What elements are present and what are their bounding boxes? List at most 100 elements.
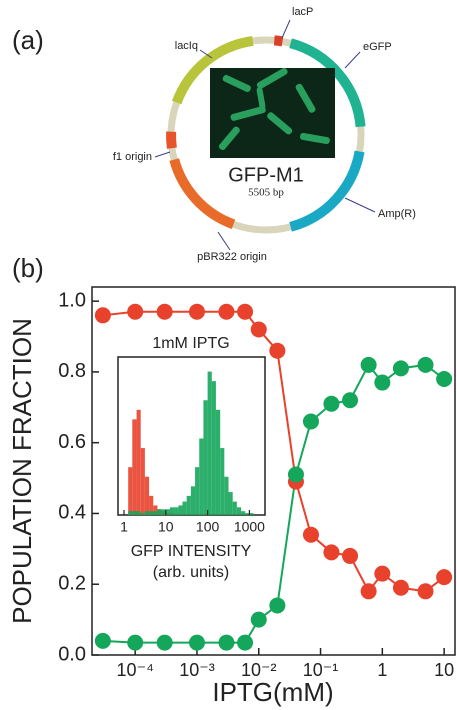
data-point — [127, 634, 144, 651]
hist-bar — [128, 511, 133, 515]
feature-label: Amp(R) — [378, 208, 416, 220]
hist-bar — [215, 409, 221, 515]
feature-label: lacIq — [175, 40, 198, 52]
lacP-arc — [273, 35, 284, 47]
hist-bar — [178, 505, 183, 515]
data-point — [323, 395, 340, 412]
hist-bar — [182, 501, 187, 515]
y-tick-label: 1.0 — [58, 289, 86, 311]
data-point — [250, 321, 267, 338]
data-point — [127, 303, 144, 320]
x-tick-label: 10⁻¹ — [303, 660, 339, 680]
data-point — [392, 360, 409, 377]
hist-bar — [211, 381, 216, 515]
y-axis-label: POPULATION FRACTION — [7, 318, 37, 624]
hist-bar — [140, 513, 145, 515]
hist-bar — [157, 509, 162, 515]
hist-bar — [136, 409, 141, 515]
data-point — [436, 569, 453, 586]
data-point — [374, 565, 391, 582]
panel-label: (b) — [12, 253, 44, 283]
data-point — [360, 356, 377, 373]
f1-arc — [166, 131, 177, 149]
x-tick-label: 1 — [377, 660, 387, 680]
amp-arc — [289, 150, 365, 232]
y-tick-label: 0.8 — [58, 360, 86, 382]
hist-bar — [245, 513, 250, 515]
data-point — [94, 632, 111, 649]
data-point — [342, 547, 359, 564]
y-tick-label: 0.2 — [58, 573, 86, 595]
data-point — [360, 583, 377, 600]
plasmid-size: 5505 bp — [248, 187, 284, 199]
data-point — [218, 634, 235, 651]
data-point — [156, 634, 173, 651]
hist-bar — [144, 511, 150, 515]
inset-x-label: GFP INTENSITY — [131, 543, 252, 560]
data-point — [94, 307, 111, 324]
feature-label: eGFP — [363, 41, 392, 53]
x-tick-label: 10 — [158, 519, 174, 535]
x-tick-label: 10⁻⁴ — [117, 660, 154, 680]
hist-bar — [132, 511, 137, 515]
hist-bar — [149, 511, 154, 515]
data-point — [156, 303, 173, 320]
hist-bar — [174, 507, 179, 515]
hist-bar — [224, 476, 229, 515]
data-point — [250, 611, 267, 628]
hist-bar — [136, 511, 141, 515]
hist-bar — [186, 495, 191, 515]
data-point — [188, 634, 205, 651]
pbr322-arc — [169, 158, 236, 229]
hist-bar — [140, 448, 145, 515]
hist-bar — [203, 400, 208, 515]
leader-lines — [154, 19, 376, 251]
plot-frame — [91, 286, 456, 656]
data-point — [269, 597, 286, 614]
hist-bar — [236, 507, 242, 515]
data-point — [392, 579, 409, 596]
hist-bar — [228, 492, 233, 515]
x-tick-label: 1000 — [234, 519, 265, 535]
data-point — [302, 413, 319, 430]
hist-bar — [132, 419, 137, 515]
hist-bar — [165, 509, 171, 515]
inset-x-units: (arb. units) — [153, 564, 229, 581]
data-point — [436, 371, 453, 387]
hist-bar — [195, 467, 200, 515]
plasmid-name: GFP-M1 — [228, 164, 304, 186]
hist-bar — [220, 448, 225, 515]
hist-bar — [232, 501, 237, 515]
hist-bar — [199, 438, 204, 515]
data-point — [323, 544, 340, 561]
data-point — [269, 342, 286, 359]
data-point — [188, 303, 205, 320]
y-tick-label: 0.0 — [58, 643, 86, 665]
hist-bar — [161, 509, 166, 515]
data-point — [342, 392, 359, 409]
x-tick-label: 1 — [120, 519, 128, 535]
hist-bar — [153, 505, 158, 515]
feature-label: f1 origin — [113, 151, 152, 163]
data-point — [218, 303, 235, 320]
hist-bar — [128, 467, 133, 515]
x-tick-label: 10⁻³ — [179, 660, 215, 680]
hist-bar — [170, 507, 175, 515]
hist-bar — [153, 511, 158, 515]
lacIq-arc — [172, 35, 254, 105]
x-tick-label: 100 — [196, 519, 220, 535]
data-point — [302, 526, 319, 543]
x-tick-label: 10⁻² — [241, 660, 277, 680]
panel-label: (a) — [12, 25, 44, 55]
egfp-arc — [289, 38, 366, 128]
x-tick-label: 10 — [434, 660, 454, 680]
hist-bar — [149, 495, 154, 515]
hist-bar — [144, 476, 150, 515]
hist-bar — [249, 513, 254, 515]
data-point — [237, 303, 254, 320]
hist-bar — [190, 486, 196, 515]
data-point — [237, 634, 254, 651]
x-axis-label: IPTG(mM) — [212, 677, 333, 707]
micrograph — [210, 68, 335, 158]
